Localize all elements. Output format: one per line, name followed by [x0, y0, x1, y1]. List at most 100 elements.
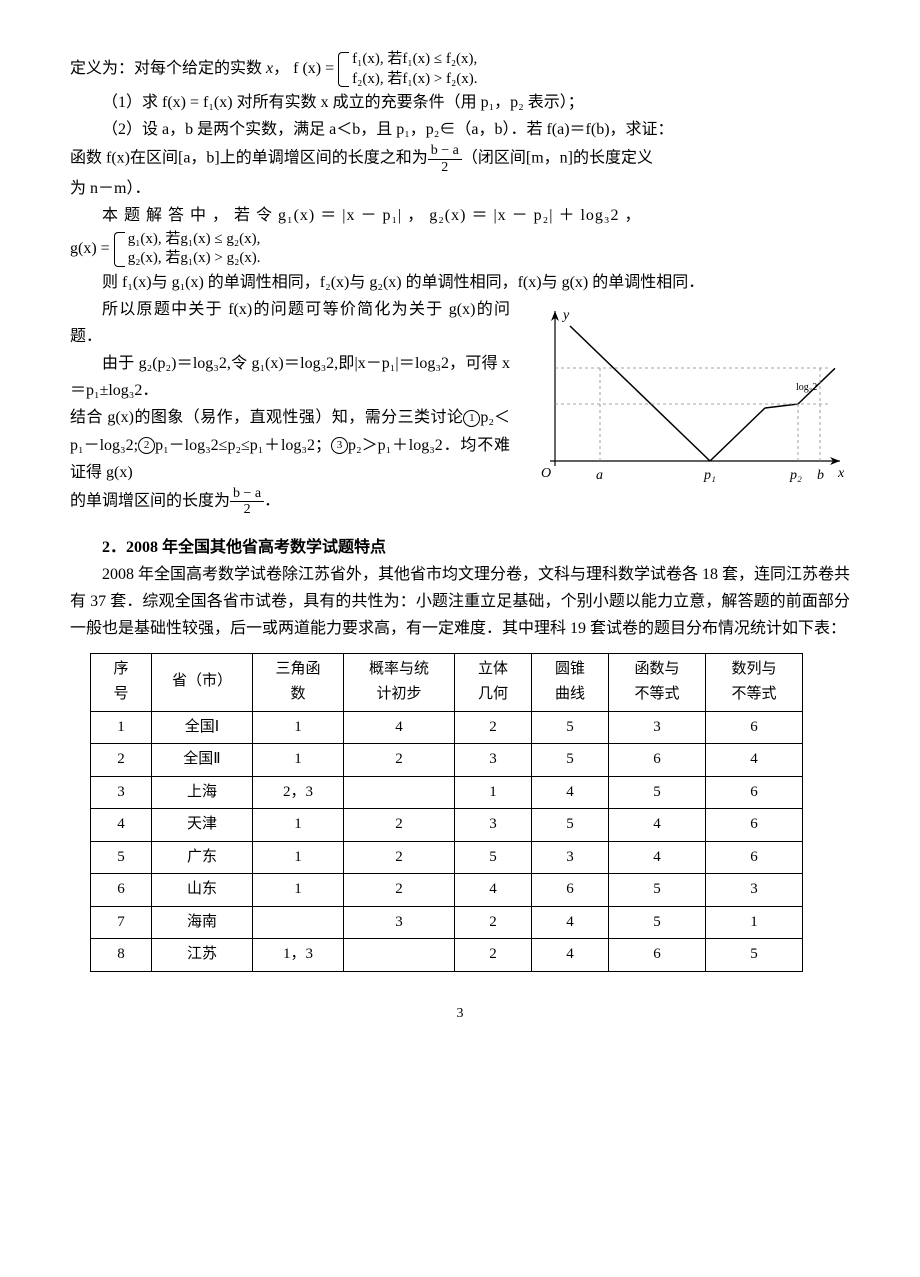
- section-2-title: 2．2008 年全国其他省高考数学试题特点: [70, 534, 850, 561]
- question-1: （1）求 f(x) = f₁(x) 对所有实数 x 成立的充要条件（用 p₁，p…: [70, 89, 850, 116]
- table-cell: 5: [532, 711, 609, 744]
- question-2-line1: （2）设 a，b 是两个实数，满足 a＜b，且 p₁，p₂∈（a，b）．若 f(…: [70, 116, 850, 143]
- table-header-cell: 数列与不等式: [706, 653, 803, 711]
- def-fx: f (x) =: [293, 60, 338, 77]
- table-row: 5广东125346: [91, 841, 803, 874]
- table-header-cell: 函数与不等式: [609, 653, 706, 711]
- table-row: 3上海2，31456: [91, 776, 803, 809]
- q2-l2b: （闭区间[m，n]的长度定义: [462, 150, 653, 167]
- piecewise-f: f₁(x), 若f₁(x) ≤ f₂(x), f₂(x), 若f₁(x) > f…: [338, 50, 477, 89]
- table-body: 1全国Ⅰ1425362全国Ⅱ1235643上海2，314564天津1235465…: [91, 711, 803, 971]
- table-cell: 上海: [152, 776, 253, 809]
- table-cell: 2: [455, 906, 532, 939]
- table-cell: 5: [91, 841, 152, 874]
- table-cell: 山东: [152, 874, 253, 907]
- circled-3: 3: [331, 437, 348, 454]
- def-prefix: 定义为：对每个给定的实数: [70, 60, 266, 77]
- table-cell: 6: [706, 809, 803, 842]
- table-cell: 7: [91, 906, 152, 939]
- table-cell: 2: [344, 841, 455, 874]
- table-cell: 5: [609, 776, 706, 809]
- table-header-cell: 三角函数: [253, 653, 344, 711]
- table-row: 7海南32451: [91, 906, 803, 939]
- table-cell: 6: [609, 744, 706, 777]
- table-header-row: 序号省（市）三角函数概率与统计初步立体几何圆锥曲线函数与不等式数列与不等式: [91, 653, 803, 711]
- colL-l3a: 结合 g(x)的图象（易作，直观性强）知，需分三类讨论: [70, 409, 463, 426]
- table-cell: 1: [253, 744, 344, 777]
- table-cell: 5: [609, 906, 706, 939]
- page-number: 3: [70, 1002, 850, 1026]
- table-header-cell: 立体几何: [455, 653, 532, 711]
- table-cell: 8: [91, 939, 152, 972]
- table-cell: 1: [91, 711, 152, 744]
- table-cell: 天津: [152, 809, 253, 842]
- table-cell: 2: [455, 711, 532, 744]
- table-cell: 1: [253, 809, 344, 842]
- circled-2: 2: [138, 437, 155, 454]
- table-row: 2全国Ⅱ123564: [91, 744, 803, 777]
- table-row: 8江苏1，32465: [91, 939, 803, 972]
- table-cell: 3: [455, 809, 532, 842]
- function-graph: yxOap₁p₂blog₃2: [530, 296, 850, 496]
- table-cell: 1: [455, 776, 532, 809]
- table-cell: 2: [91, 744, 152, 777]
- table-cell: [253, 906, 344, 939]
- table-cell: 6: [706, 711, 803, 744]
- table-cell: 5: [455, 841, 532, 874]
- table-cell: 4: [609, 809, 706, 842]
- piecewise-g: g₁(x), 若g₁(x) ≤ g₂(x), g₂(x), 若g₁(x) > g…: [114, 230, 261, 269]
- svg-text:a: a: [596, 468, 603, 483]
- table-cell: 江苏: [152, 939, 253, 972]
- svg-text:p₁: p₁: [703, 468, 716, 483]
- table-cell: 3: [91, 776, 152, 809]
- graph-column: yxOap₁p₂blog₃2: [530, 296, 850, 505]
- table-cell: 1: [253, 874, 344, 907]
- table-header-cell: 概率与统计初步: [344, 653, 455, 711]
- circled-1: 1: [463, 410, 480, 427]
- svg-text:log₃2: log₃2: [796, 382, 817, 393]
- table-cell: 全国Ⅱ: [152, 744, 253, 777]
- table-row: 4天津123546: [91, 809, 803, 842]
- colL-l1: 所以原题中关于 f(x)的问题可等价简化为关于 g(x)的问题．: [70, 296, 510, 350]
- piecewise-g-r1: g₁(x), 若g₁(x) ≤ g₂(x),: [128, 230, 261, 250]
- table-cell: 5: [532, 744, 609, 777]
- colL-l3: 结合 g(x)的图象（易作，直观性强）知，需分三类讨论1p₂＜p₁－log₃2;…: [70, 404, 510, 486]
- table-cell: 3: [532, 841, 609, 874]
- definition-line: 定义为：对每个给定的实数 x， f (x) = f₁(x), 若f₁(x) ≤ …: [70, 50, 850, 89]
- question-2-line2: 函数 f(x)在区间[a，b]上的单调增区间的长度之和为b − a2（闭区间[m…: [70, 143, 850, 175]
- colL-l2: 由于 g₂(p₂)＝log₃2,令 g₁(x)＝log₃2,即|x－p₁|＝lo…: [70, 350, 510, 404]
- table-row: 6山东124653: [91, 874, 803, 907]
- table-cell: 1: [253, 711, 344, 744]
- svg-text:p₂: p₂: [789, 468, 802, 483]
- q2-frac: b − a2: [428, 143, 462, 175]
- svg-text:b: b: [817, 468, 824, 483]
- table-cell: 6: [609, 939, 706, 972]
- case2: p₁－log₃2≤p₂≤p₁＋log₃2；: [155, 437, 331, 454]
- piecewise-f-r1: f₁(x), 若f₁(x) ≤ f₂(x),: [352, 50, 477, 70]
- table-cell: 5: [609, 874, 706, 907]
- table-cell: 4: [706, 744, 803, 777]
- table-cell: 4: [455, 874, 532, 907]
- table-cell: 2: [344, 809, 455, 842]
- table-cell: 6: [532, 874, 609, 907]
- table-row: 1全国Ⅰ142536: [91, 711, 803, 744]
- table-cell: 4: [344, 711, 455, 744]
- table-cell: 3: [706, 874, 803, 907]
- g-definition: g(x) = g₁(x), 若g₁(x) ≤ g₂(x), g₂(x), 若g₁…: [70, 230, 850, 269]
- gx: g(x) =: [70, 240, 114, 257]
- table-cell: 全国Ⅰ: [152, 711, 253, 744]
- table-cell: 5: [706, 939, 803, 972]
- table-cell: 广东: [152, 841, 253, 874]
- table-cell: 4: [532, 906, 609, 939]
- table-cell: 2: [344, 744, 455, 777]
- svg-text:O: O: [541, 466, 551, 481]
- table-cell: 海南: [152, 906, 253, 939]
- table-cell: 6: [91, 874, 152, 907]
- colL-frac: b − a2: [230, 486, 264, 518]
- table-cell: 6: [706, 776, 803, 809]
- table-cell: 1，3: [253, 939, 344, 972]
- question-2-line3: 为 n－m）．: [70, 175, 850, 202]
- table-cell: 4: [91, 809, 152, 842]
- text-column: 所以原题中关于 f(x)的问题可等价简化为关于 g(x)的问题． 由于 g₂(p…: [70, 296, 510, 518]
- table-cell: 4: [609, 841, 706, 874]
